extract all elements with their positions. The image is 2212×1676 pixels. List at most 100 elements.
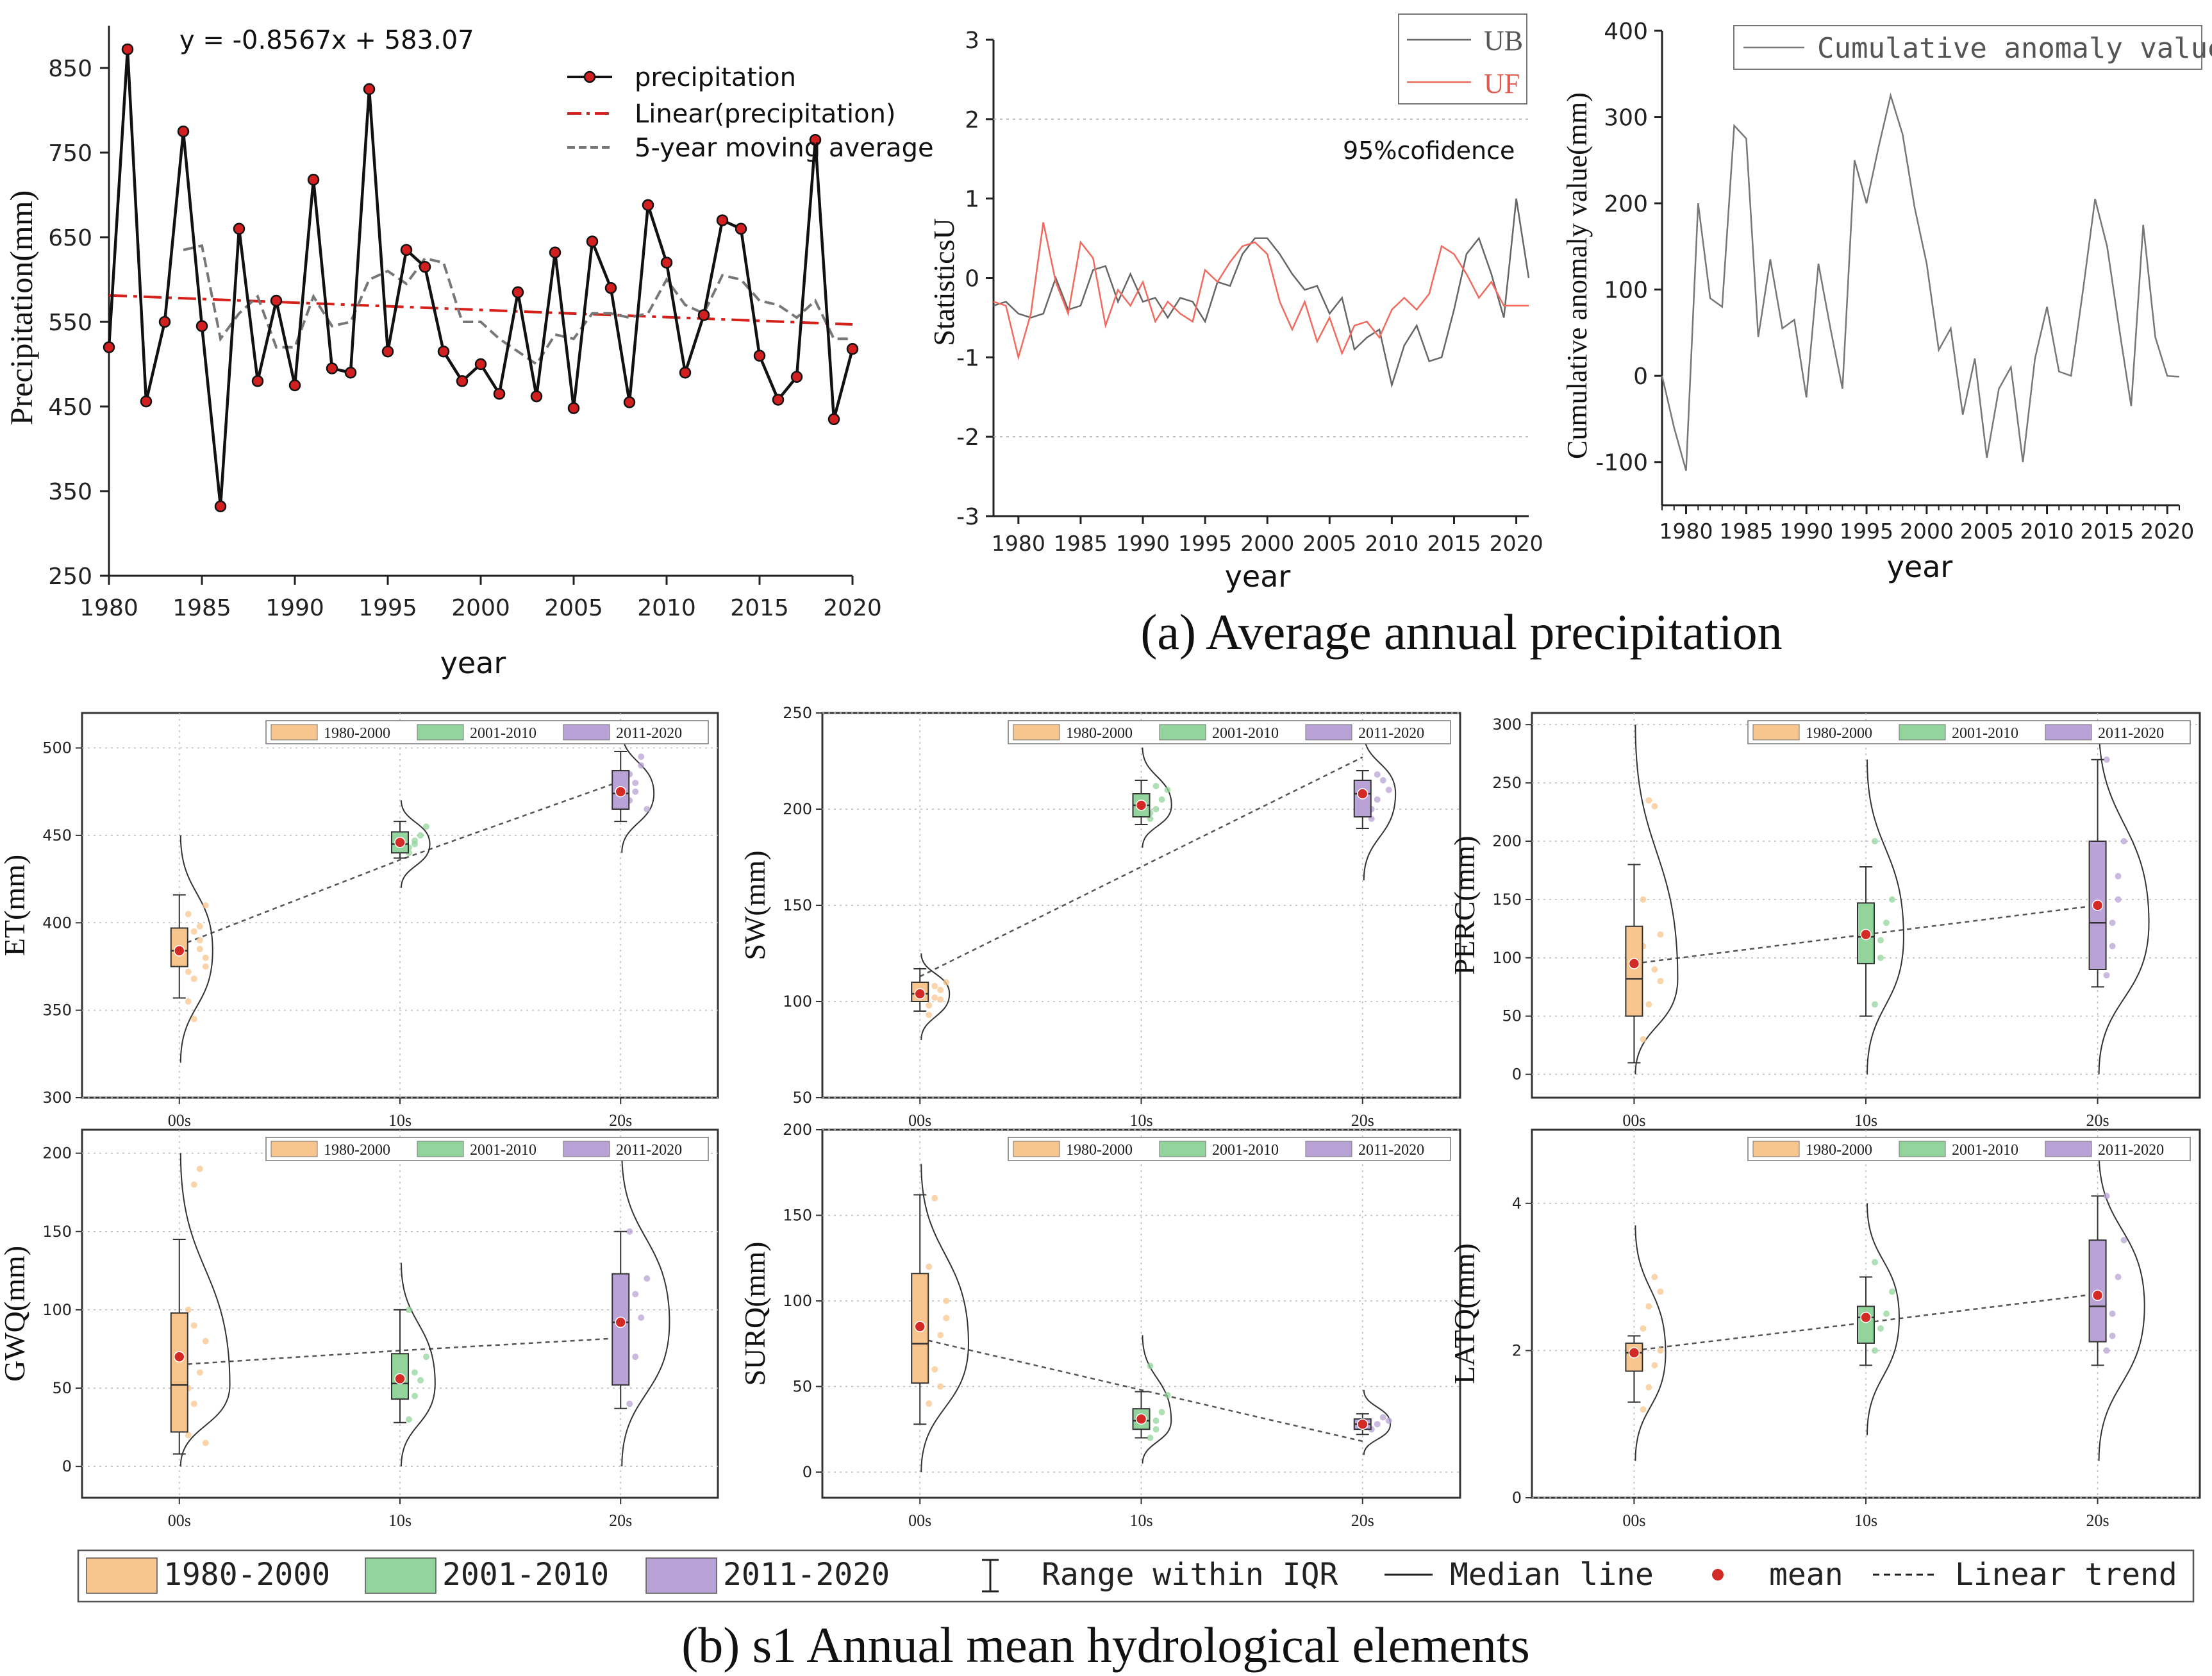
data-point <box>185 1432 192 1439</box>
data-point <box>1651 1362 1658 1369</box>
data-point <box>1374 1421 1381 1428</box>
data-point <box>943 979 950 985</box>
y-tick-label: 200 <box>783 1121 812 1139</box>
panel-latq: 0 2 4 00s 10s 20s LATQ(mm) 1980-2000 2001-2010 20… <box>1448 1128 2201 1530</box>
x-tick-label: 1990 <box>1779 519 1833 544</box>
precipitation-point <box>530 390 543 403</box>
legend-ma-label: 5-year moving average <box>635 133 934 163</box>
x-tick-label: 10s <box>1129 1511 1152 1530</box>
legend-precip-label: precipitation <box>635 63 796 92</box>
regression-equation: y = -0.8567x + 583.07 <box>179 26 474 55</box>
data-point <box>196 923 203 930</box>
y-tick-label: 100 <box>783 1292 812 1310</box>
x-tick-label: 1985 <box>172 595 231 621</box>
bottom-legend: 1980-2000 2001-2010 2011-2020 Range within … <box>77 1549 2195 1603</box>
data-point <box>406 1306 412 1313</box>
panel-legend: 1980-2000 2001-2010 2011-2020 <box>1747 1137 2191 1161</box>
legend-swatch <box>1013 724 1060 741</box>
x-axis-label: year <box>1887 549 1953 584</box>
legend-box <box>1733 25 2202 70</box>
mean-marker <box>2091 1289 2104 1302</box>
legend-label: mean <box>1769 1557 1843 1593</box>
x-tick-label: 00s <box>1622 1511 1645 1530</box>
data-point <box>190 1322 197 1329</box>
data-point <box>2115 873 2122 880</box>
precipitation-point <box>419 260 431 273</box>
precipitation-point <box>158 315 171 328</box>
legend-swatch <box>563 1141 610 1157</box>
data-point <box>406 1416 412 1423</box>
x-tick-label: 00s <box>168 1111 191 1130</box>
x-tick-label: 00s <box>168 1511 191 1530</box>
y-tick-label: 400 <box>42 914 72 932</box>
density-curve <box>1363 1389 1392 1455</box>
x-tick-label: 10s <box>388 1511 412 1530</box>
x-tick-label: 2005 <box>1960 519 2014 544</box>
legend-swatch <box>1159 1141 1206 1157</box>
legend-swatch <box>417 1141 464 1157</box>
y-tick-label: 150 <box>783 1206 812 1224</box>
data-point <box>2109 1332 2116 1339</box>
y-tick-label: 300 <box>1492 716 1522 733</box>
legend-swatch <box>1752 724 1800 741</box>
legend-frame <box>1747 1137 2191 1161</box>
y-tick-label: 50 <box>792 1377 812 1395</box>
data-point <box>2115 1273 2122 1280</box>
precipitation-point <box>790 371 803 383</box>
precipitation-point <box>511 286 524 299</box>
x-tick-label: 20s <box>2086 1111 2109 1130</box>
density-curve <box>2098 725 2150 1075</box>
y-tick-label: 300 <box>42 1089 72 1107</box>
data-point <box>931 994 938 1001</box>
data-point <box>931 1366 938 1373</box>
density-curve <box>920 953 951 1041</box>
data-point <box>1872 1347 1878 1354</box>
mean-marker <box>174 1351 185 1362</box>
data-point <box>412 1369 418 1376</box>
data-point <box>1385 1417 1392 1424</box>
density-curve <box>2098 1152 2145 1461</box>
x-tick-label: 1990 <box>1116 531 1170 556</box>
data-point <box>423 1353 429 1361</box>
data-point <box>1883 919 1890 926</box>
y-tick-label: 250 <box>1492 774 1522 792</box>
data-point <box>1877 1325 1884 1332</box>
legend-label: 1980-2000 <box>324 1142 390 1159</box>
precipitation-point <box>604 281 617 294</box>
precipitation-point <box>827 413 840 426</box>
y-axis-label: Precipitation(mm) <box>3 190 39 426</box>
legend-label: 2001-2010 <box>442 1557 609 1593</box>
legend-label: 2001-2010 <box>1952 725 2018 742</box>
x-tick-label: 20s <box>2086 1511 2109 1530</box>
y-tick-label: 500 <box>42 739 72 757</box>
y-tick-label: 350 <box>48 479 92 505</box>
data-point <box>937 1332 944 1339</box>
panel-legend: 1980-2000 2001-2010 2011-2020 <box>1747 720 2191 744</box>
mean-marker <box>394 1373 406 1385</box>
data-point <box>1152 783 1160 789</box>
legend-label: 2011-2020 <box>1358 725 1424 742</box>
data-point <box>1152 1426 1160 1433</box>
x-tick-label: 2005 <box>544 595 603 621</box>
legend-swatch <box>1305 1141 1352 1157</box>
confidence-label: 95%cofidence <box>1343 137 1515 165</box>
data-point <box>937 1383 944 1390</box>
x-tick-label: 10s <box>388 1111 412 1130</box>
data-point <box>931 983 938 989</box>
data-point <box>185 910 192 918</box>
data-point <box>1657 1347 1664 1354</box>
data-point <box>626 1228 633 1235</box>
mean-marker <box>1135 800 1147 811</box>
precipitation-point <box>121 43 134 56</box>
legend-label: 2001-2010 <box>470 1142 536 1159</box>
data-point <box>1640 896 1647 903</box>
density-curve <box>401 1262 436 1467</box>
panel-gwq: 0 50 100 150 200 00s 10s 20s GWQ(mm) 1980-2000 200… <box>0 1128 719 1530</box>
data-point <box>202 1439 209 1446</box>
density-curve <box>1142 747 1172 848</box>
legend-swatch <box>1752 1141 1800 1157</box>
y-tick-label: -1 <box>956 345 979 371</box>
legend-swatch <box>2045 724 2092 741</box>
data-point <box>2109 943 2116 950</box>
y-tick-label: 200 <box>1492 832 1522 850</box>
